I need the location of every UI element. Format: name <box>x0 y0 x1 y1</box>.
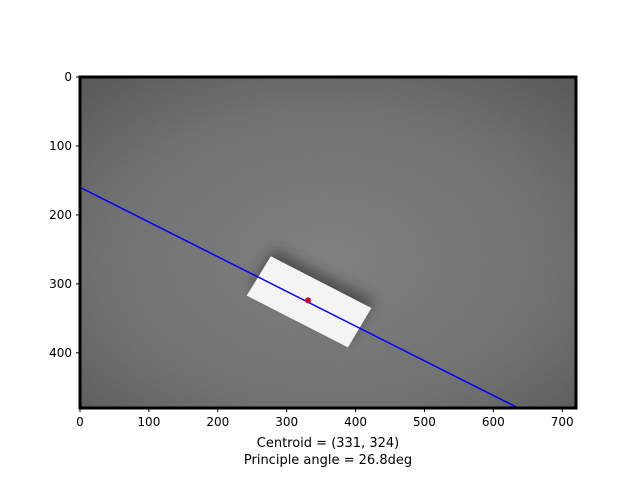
x-axis: 0 100 200 300 400 500 600 700 <box>76 408 574 429</box>
plot-area: 0 100 200 300 400 500 600 700 0 100 200 300 400 <box>49 70 578 429</box>
x-tick-label: 400 <box>344 415 367 429</box>
x-tick-label: 0 <box>76 415 84 429</box>
xlabel-centroid: Centroid = (331, 324) <box>257 436 399 451</box>
xlabel-principle-angle: Principle angle = 26.8deg <box>244 453 412 468</box>
axes-frame <box>78 75 578 410</box>
x-tick-label: 200 <box>206 415 229 429</box>
x-tick-label: 300 <box>275 415 298 429</box>
y-tick-label: 300 <box>49 277 72 291</box>
y-axis: 0 100 200 300 400 <box>49 70 80 360</box>
y-tick-label: 100 <box>49 139 72 153</box>
centroid-marker <box>305 297 312 304</box>
x-tick-label: 600 <box>482 415 505 429</box>
y-tick-label: 400 <box>49 346 72 360</box>
y-tick-label: 0 <box>64 70 72 84</box>
y-tick-label: 200 <box>49 208 72 222</box>
principal-axis-line <box>80 186 519 408</box>
x-tick-label: 500 <box>413 415 436 429</box>
x-tick-label: 700 <box>551 415 574 429</box>
x-tick-label: 100 <box>137 415 160 429</box>
image-noise-texture <box>80 77 576 408</box>
